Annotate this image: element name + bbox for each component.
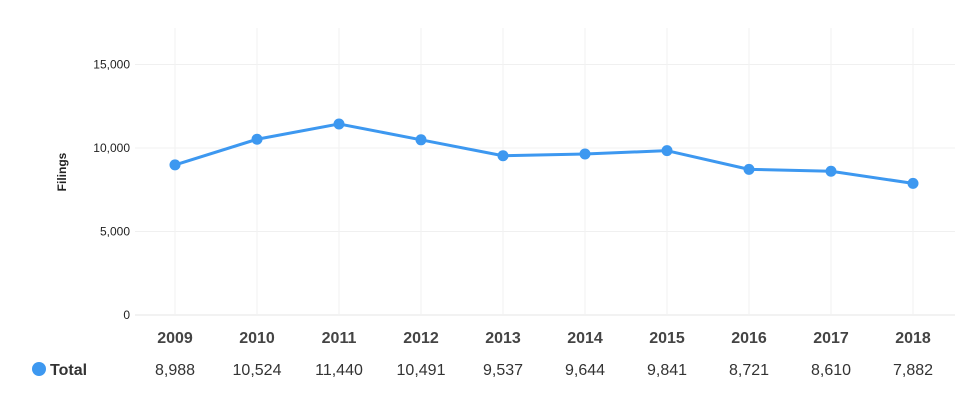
- y-tick-label: 10,000: [93, 141, 130, 155]
- data-point[interactable]: [743, 163, 755, 175]
- x-tick-label: 2012: [403, 330, 439, 347]
- x-tick-label: 2009: [157, 330, 193, 347]
- series-line-total: [173, 122, 915, 185]
- data-value-label: 9,841: [647, 362, 687, 379]
- data-point[interactable]: [825, 165, 837, 177]
- data-value-label: 9,644: [565, 362, 605, 379]
- data-point[interactable]: [333, 118, 345, 130]
- data-point[interactable]: [497, 150, 509, 162]
- data-value-label: 10,491: [397, 362, 446, 379]
- data-value-label: 10,524: [233, 362, 282, 379]
- data-point[interactable]: [415, 134, 427, 146]
- data-point[interactable]: [907, 177, 919, 189]
- y-tick-label: 0: [123, 308, 130, 322]
- axis-layer: Filings 0 5,000 10,000 15,000 2009 2010 2011 20…: [55, 58, 931, 348]
- x-tick-label: 2011: [322, 330, 357, 347]
- data-point[interactable]: [661, 145, 673, 157]
- y-axis-label: Filings: [55, 152, 69, 191]
- labels-layer: 8,988 10,524 11,440 10,491 9,537 9,644 9,841 8,…: [155, 362, 933, 379]
- data-value-label: 8,988: [155, 362, 195, 379]
- x-tick-label: 2014: [567, 330, 603, 347]
- legend-label-total: Total: [50, 362, 87, 379]
- x-tick-label: 2018: [895, 330, 931, 347]
- x-tick-label: 2016: [731, 330, 767, 347]
- x-tick-label: 2015: [649, 330, 685, 347]
- x-tick-label: 2013: [485, 330, 521, 347]
- x-tick-label: 2010: [239, 330, 275, 347]
- line-layer: [173, 122, 915, 185]
- legend-swatch-total: [32, 362, 46, 376]
- x-tick-label: 2017: [813, 330, 849, 347]
- data-point[interactable]: [579, 148, 591, 160]
- points-layer: [169, 118, 919, 189]
- legend: Total: [32, 362, 87, 379]
- y-tick-label: 5,000: [100, 225, 130, 239]
- data-point[interactable]: [169, 159, 181, 171]
- y-tick-label: 15,000: [93, 58, 130, 72]
- data-value-label: 8,721: [729, 362, 769, 379]
- data-value-label: 7,882: [893, 362, 933, 379]
- data-point[interactable]: [251, 133, 263, 145]
- data-value-label: 9,537: [483, 362, 523, 379]
- data-value-label: 8,610: [811, 362, 851, 379]
- data-value-label: 11,440: [315, 362, 363, 379]
